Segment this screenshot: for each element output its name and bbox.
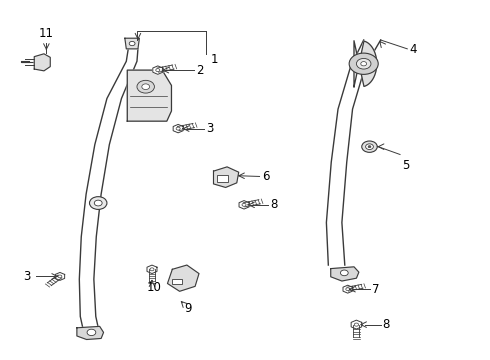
Text: 6: 6 xyxy=(262,170,270,183)
Polygon shape xyxy=(168,265,199,291)
Circle shape xyxy=(346,288,349,291)
Text: 4: 4 xyxy=(410,44,417,57)
Polygon shape xyxy=(354,41,377,87)
Text: 7: 7 xyxy=(372,283,379,296)
Text: 5: 5 xyxy=(402,159,410,172)
Polygon shape xyxy=(153,66,163,75)
Circle shape xyxy=(362,141,377,152)
Polygon shape xyxy=(239,201,249,209)
Circle shape xyxy=(366,144,373,149)
Polygon shape xyxy=(77,327,103,339)
Circle shape xyxy=(356,58,371,69)
Polygon shape xyxy=(147,265,157,274)
Text: 3: 3 xyxy=(24,270,31,283)
Circle shape xyxy=(368,145,371,148)
Text: 3: 3 xyxy=(206,122,214,135)
Circle shape xyxy=(361,62,367,66)
Text: 1: 1 xyxy=(211,53,219,66)
Circle shape xyxy=(142,84,149,90)
Circle shape xyxy=(354,323,359,326)
Polygon shape xyxy=(55,273,65,280)
Polygon shape xyxy=(125,38,139,49)
Bar xyxy=(218,175,228,182)
Polygon shape xyxy=(351,320,362,329)
Circle shape xyxy=(349,53,378,75)
Polygon shape xyxy=(127,70,172,121)
Text: 8: 8 xyxy=(383,318,390,331)
Circle shape xyxy=(156,69,160,72)
Circle shape xyxy=(341,270,348,276)
Circle shape xyxy=(94,200,102,206)
Polygon shape xyxy=(343,285,352,293)
Bar xyxy=(172,279,182,284)
Circle shape xyxy=(176,127,180,130)
Text: 2: 2 xyxy=(196,64,204,77)
Circle shape xyxy=(58,275,62,278)
Circle shape xyxy=(150,268,154,271)
Polygon shape xyxy=(331,267,359,281)
Circle shape xyxy=(137,80,154,93)
Polygon shape xyxy=(34,54,50,71)
Polygon shape xyxy=(214,167,239,188)
Circle shape xyxy=(242,203,246,206)
Text: 8: 8 xyxy=(270,198,277,211)
Circle shape xyxy=(90,197,107,210)
Text: 9: 9 xyxy=(184,302,192,315)
Polygon shape xyxy=(173,125,183,133)
Circle shape xyxy=(129,41,135,46)
Circle shape xyxy=(87,329,96,336)
Text: 11: 11 xyxy=(39,27,54,40)
Text: 10: 10 xyxy=(147,280,162,293)
